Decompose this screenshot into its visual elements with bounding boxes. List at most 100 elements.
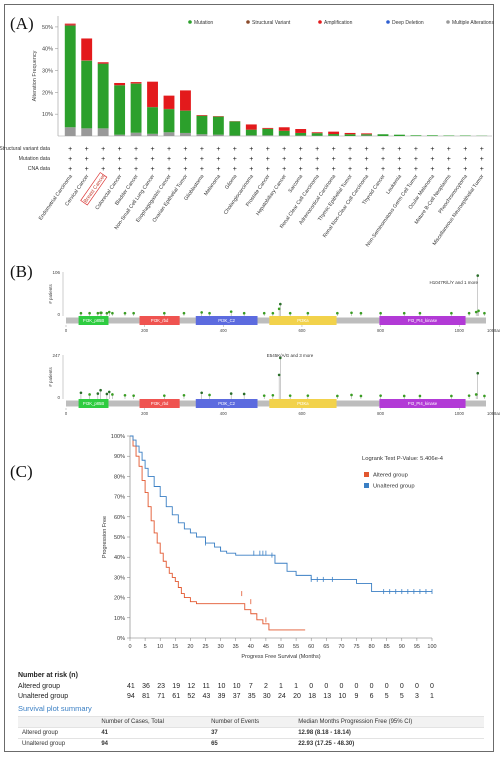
lollipop-plot-top: 106 0 # patients PI3K_p85B PI3K_rbd PI3K_C2 PI… <box>48 270 500 333</box>
row-marker: + <box>183 156 187 163</box>
risk-value: 43 <box>202 693 211 700</box>
lollipop-head <box>132 311 135 315</box>
risk-value: 0 <box>384 683 389 690</box>
x-tick-label: 85 <box>384 644 390 650</box>
risk-value: 39 <box>217 693 226 700</box>
row-marker: + <box>150 166 154 173</box>
row-marker: + <box>397 156 401 163</box>
y-tick-label: 40% <box>42 47 53 53</box>
row-marker: + <box>134 146 138 153</box>
row-marker: + <box>364 156 368 163</box>
x-tick-label: 45 <box>263 644 269 650</box>
row-marker: + <box>101 146 105 153</box>
lollipop-plot-bottom: 247 0 # patients PI3K_p85B PI3K_rbd PI3K_C2 PI… <box>48 353 500 416</box>
row-marker: + <box>249 146 253 153</box>
row-marker: + <box>348 156 352 163</box>
bar-segment <box>97 63 109 64</box>
risk-row-label: Unaltered group <box>18 693 69 700</box>
table-cell: 41 <box>97 727 208 739</box>
x-tick-label: 600 <box>298 328 306 333</box>
lollipop-head <box>123 393 127 397</box>
lollipop-head <box>483 311 486 315</box>
lollipop-head <box>402 394 406 398</box>
row-marker: + <box>414 166 418 173</box>
row-marker: + <box>266 156 270 163</box>
row-marker: + <box>216 156 220 163</box>
legend-label: Unaltered group <box>373 484 415 490</box>
legend-label: Mutation <box>194 20 213 26</box>
survival-summary-table: Number of Cases, Total Number of Events … <box>18 716 484 749</box>
x-tick-label: 50 <box>278 644 284 650</box>
legend-marker <box>446 20 450 24</box>
legend-marker <box>364 472 369 477</box>
row-marker: + <box>299 156 303 163</box>
x-tick-label: 0 <box>128 644 131 650</box>
x-tick-label: 800 <box>377 411 385 416</box>
bar-segment <box>361 133 372 135</box>
protein-domain <box>379 316 466 325</box>
number-at-risk: Number at risk (n) <box>18 672 78 679</box>
y-tick-label: 60% <box>114 515 125 521</box>
risk-value: 11 <box>202 683 210 690</box>
risk-value: 3 <box>414 693 419 700</box>
x-tick-label: 70 <box>338 644 344 650</box>
row-marker: + <box>282 146 286 153</box>
survival-curve <box>130 435 306 631</box>
bar-segment <box>147 133 158 136</box>
bar-segment <box>180 132 191 136</box>
row-marker: + <box>282 156 286 163</box>
x-end-label: 1068aa <box>487 328 500 333</box>
protein-domain <box>379 399 466 408</box>
row-marker: + <box>150 146 154 153</box>
risk-value: 24 <box>278 693 286 700</box>
risk-value: 0 <box>354 683 359 690</box>
table-cell: 65 <box>207 738 295 749</box>
bar-segment <box>377 134 389 136</box>
risk-value: 1 <box>430 693 434 700</box>
y-tick-label: 30% <box>114 575 125 581</box>
lollipop-head <box>402 311 406 315</box>
bar-segment <box>328 131 340 135</box>
row-label: Mutation data <box>19 156 51 162</box>
panel-label-a: (A) <box>10 14 34 33</box>
lollipop-head <box>418 394 422 398</box>
row-marker: + <box>249 156 253 163</box>
lollipop-head <box>279 302 282 306</box>
category-label: Melanoma <box>203 174 222 197</box>
bar-segment <box>81 128 93 136</box>
y-tick-label: 80% <box>114 474 125 480</box>
protein-domain <box>195 316 258 325</box>
x-tick-label: 25 <box>202 644 208 650</box>
row-marker: + <box>118 146 122 153</box>
row-marker: + <box>332 146 336 153</box>
table-cell: 12.98 (8.18 - 18.14) <box>294 727 484 739</box>
bar-segment <box>147 81 158 107</box>
x-tick-label: 80 <box>369 644 375 650</box>
y-axis-label: # patients <box>48 366 53 386</box>
x-tick-label: 15 <box>172 644 178 650</box>
legend-label: Amplification <box>324 20 353 26</box>
row-marker: + <box>463 156 467 163</box>
bar-segment <box>97 62 109 64</box>
legend-marker <box>364 483 369 488</box>
lollipop-head <box>79 391 83 395</box>
survival-curve <box>130 435 432 592</box>
row-marker: + <box>364 166 368 173</box>
lollipop-head <box>379 311 382 315</box>
domain-label: PI3K_p85B <box>83 318 104 323</box>
row-marker: + <box>233 156 237 163</box>
bar-segment <box>180 90 191 111</box>
legend-marker <box>188 20 192 24</box>
x-tick-label: 1000 <box>455 328 465 333</box>
risk-value: 19 <box>172 683 181 690</box>
lollipop-head <box>163 311 166 315</box>
row-marker: + <box>167 156 171 163</box>
lollipop-head <box>271 393 275 397</box>
lollipop-head <box>208 311 211 315</box>
row-marker: + <box>414 146 418 153</box>
x-tick-label: 40 <box>248 644 254 650</box>
row-marker: + <box>134 156 138 163</box>
lollipop-head <box>88 311 91 315</box>
category-label: Sarcoma <box>288 174 305 195</box>
y-min-label: 0 <box>57 395 60 400</box>
